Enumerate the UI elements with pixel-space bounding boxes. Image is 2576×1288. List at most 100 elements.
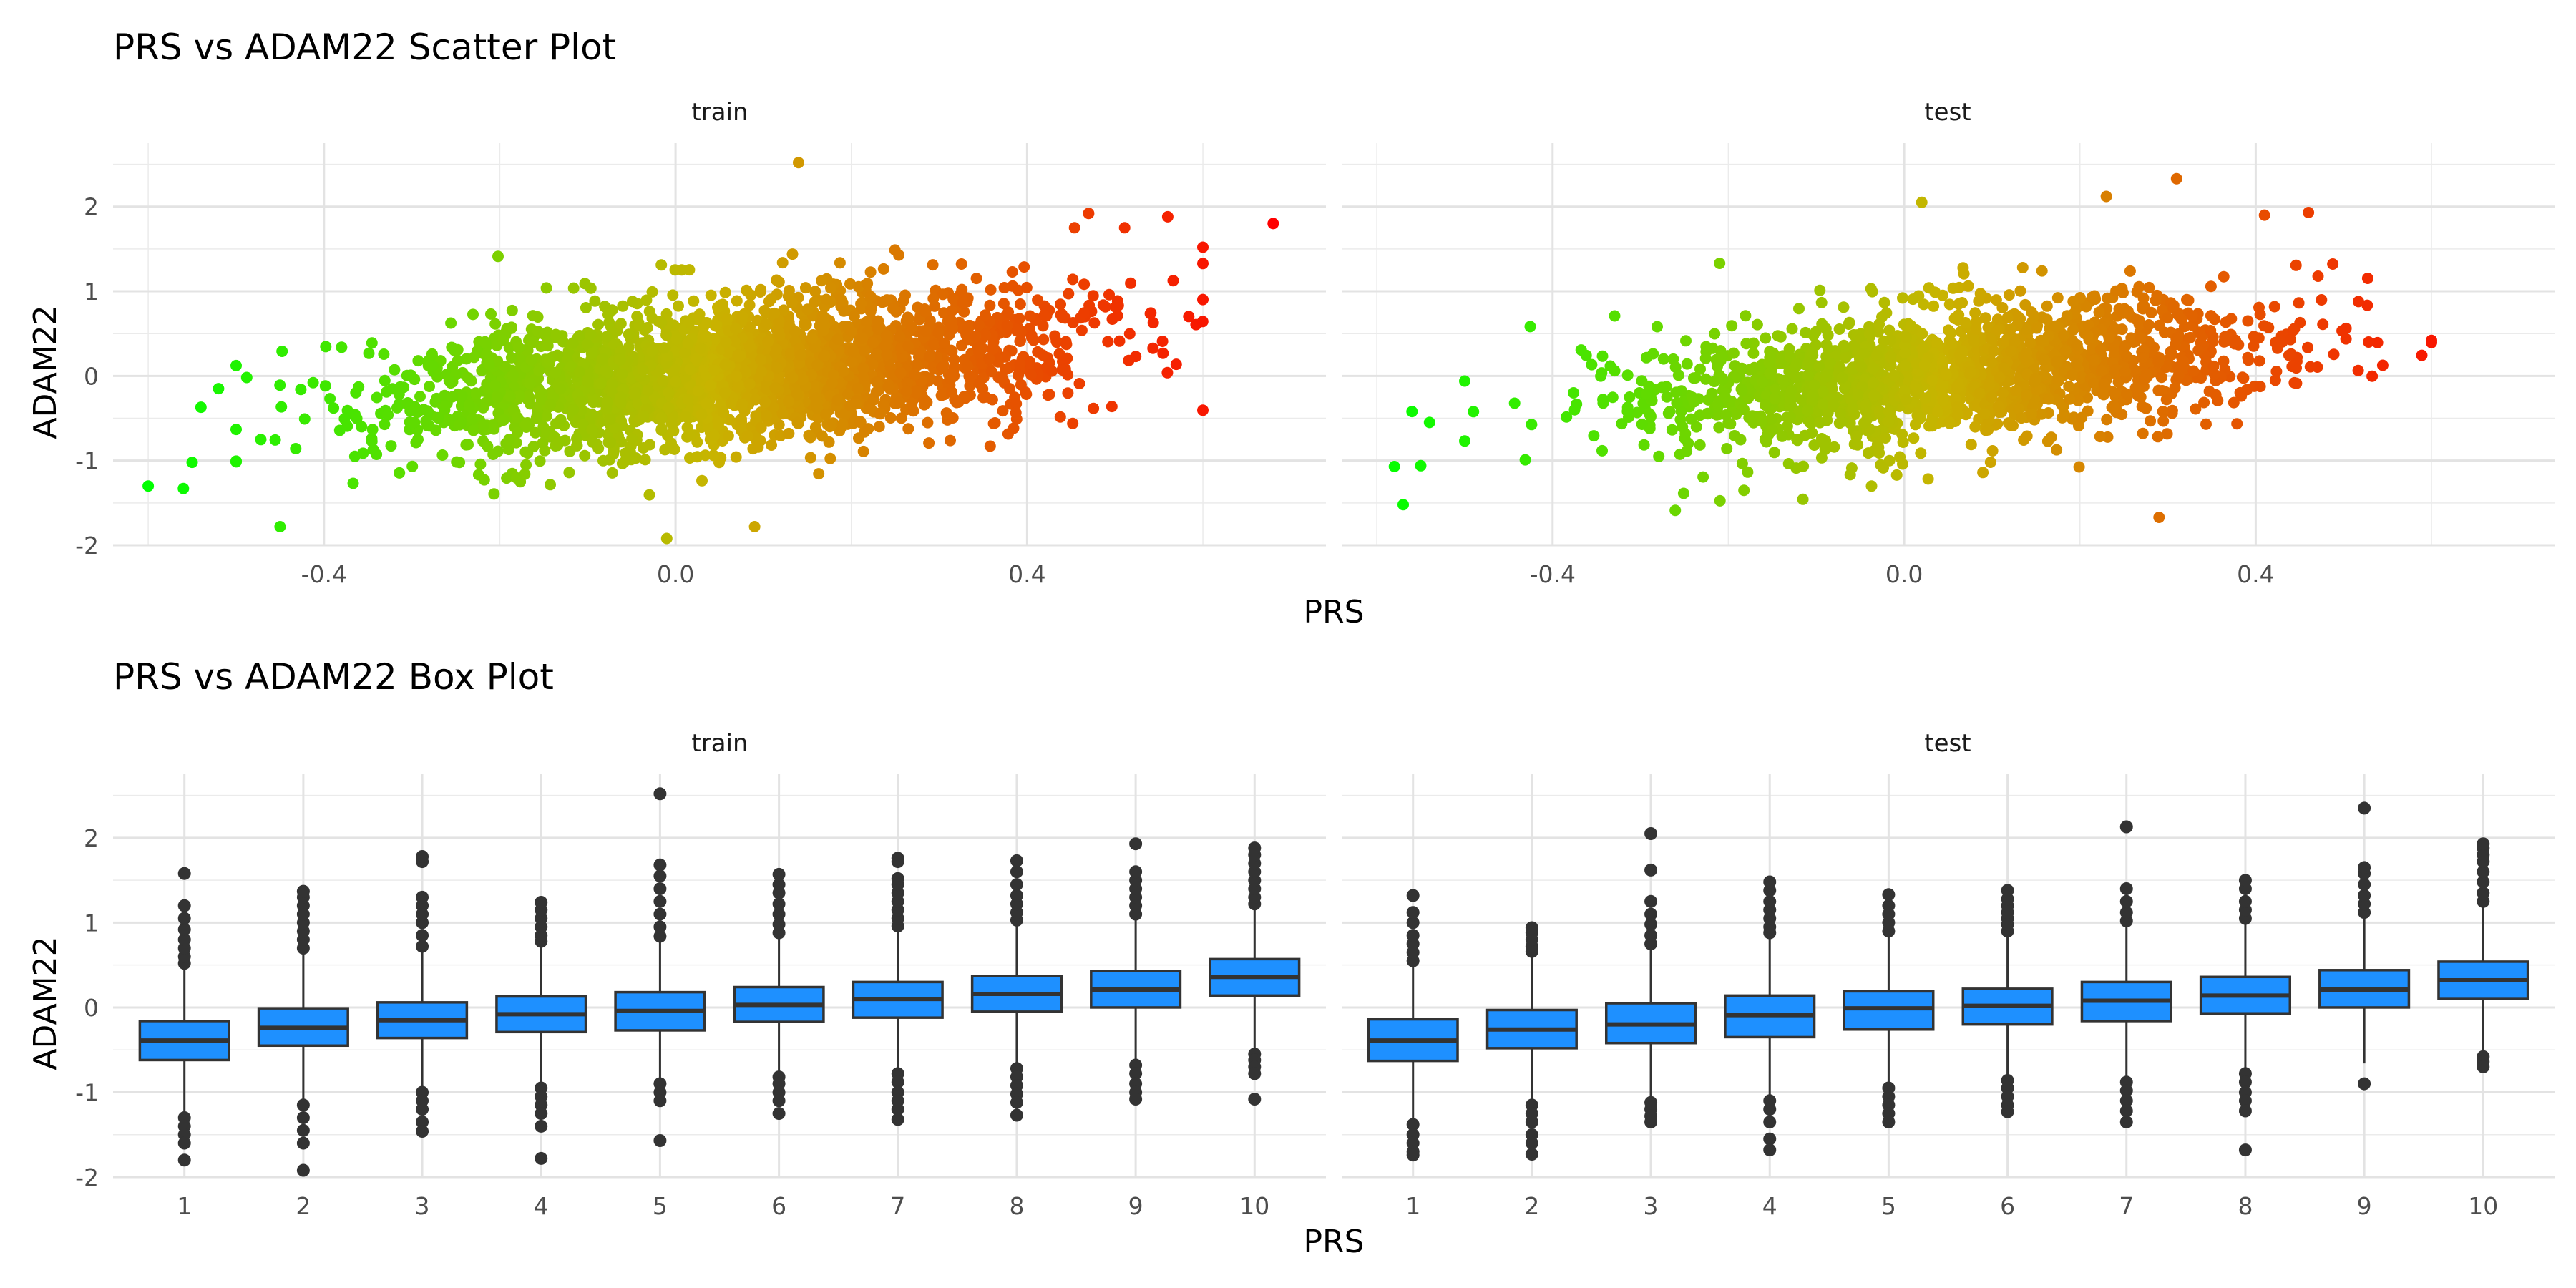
scatter-point <box>1042 389 1054 401</box>
scatter-point <box>533 364 545 376</box>
scatter-point <box>1595 370 1607 382</box>
box-outlier <box>653 869 667 883</box>
scatter-point <box>987 343 998 356</box>
scatter-point <box>1526 419 1538 431</box>
scatter-point <box>761 410 772 421</box>
scatter-point <box>1055 298 1066 311</box>
scatter-point <box>2005 345 2017 357</box>
scatter-strip-train: train <box>691 98 748 127</box>
scatter-point <box>2137 427 2149 439</box>
scatter-point <box>2038 353 2050 366</box>
scatter-point <box>783 427 795 439</box>
scatter-point <box>857 445 869 457</box>
scatter-point <box>553 416 565 428</box>
scatter-point <box>1785 411 1796 424</box>
scatter-point <box>1873 318 1885 331</box>
scatter-point <box>2161 428 2173 440</box>
scatter-point <box>420 415 432 427</box>
scatter-point <box>791 416 804 429</box>
scatter-point <box>860 316 872 328</box>
scatter-point <box>1157 347 1169 359</box>
scatter-point <box>2049 320 2062 332</box>
scatter-point <box>513 390 525 402</box>
scatter-point <box>2051 356 2063 369</box>
scatter-point <box>1002 306 1015 318</box>
scatter-point <box>806 332 819 344</box>
scatter-point <box>1816 318 1828 330</box>
scatter-point <box>937 288 949 301</box>
scatter-point <box>1111 310 1123 322</box>
scatter-point <box>1024 310 1036 322</box>
scatter-point <box>599 364 611 376</box>
scatter-point <box>2041 300 2053 312</box>
scatter-point <box>730 323 742 335</box>
scatter-point <box>825 282 836 294</box>
scatter-point <box>1807 329 1820 341</box>
scatter-point <box>2258 320 2270 332</box>
scatter-point <box>1508 397 1521 409</box>
scatter-point <box>1984 379 1995 391</box>
scatter-point <box>1001 320 1013 332</box>
box-outlier <box>177 912 191 925</box>
scatter-point <box>801 303 814 316</box>
scatter-point <box>1062 387 1074 399</box>
scatter-point <box>973 319 985 331</box>
box-outlier <box>416 1116 429 1128</box>
scatter-point <box>2145 306 2157 318</box>
scatter-point <box>1397 499 1409 511</box>
box-outlier <box>177 922 191 936</box>
scatter-point <box>750 394 762 406</box>
scatter-point <box>519 446 532 458</box>
scatter-point <box>1953 298 1965 310</box>
scatter-point <box>1926 374 1938 386</box>
scatter-point <box>748 521 761 532</box>
scatter-point <box>663 386 675 399</box>
scatter-point <box>576 404 587 416</box>
scatter-point <box>535 394 547 406</box>
scatter-point <box>1865 283 1877 295</box>
scatter-point <box>406 460 419 472</box>
scatter-point <box>2303 207 2315 218</box>
scatter-point <box>2008 336 2020 348</box>
scatter-point <box>530 426 542 439</box>
scatter-point <box>1197 293 1209 306</box>
scatter-point <box>2426 334 2437 346</box>
box-outlier <box>653 1134 667 1147</box>
scatter-point <box>692 385 704 397</box>
scatter-point <box>1880 307 1893 319</box>
scatter-point <box>467 413 479 424</box>
scatter-point <box>824 452 836 464</box>
scatter-point <box>694 342 706 354</box>
scatter-point <box>2109 364 2122 376</box>
scatter-point <box>685 429 697 441</box>
scatter-point <box>1760 436 1772 448</box>
scatter-point <box>759 396 771 409</box>
scatter-point <box>1730 409 1742 420</box>
scatter-point <box>1738 484 1750 497</box>
scatter-point <box>550 366 562 379</box>
scatter-point <box>1197 241 1209 253</box>
scatter-point <box>1793 406 1805 418</box>
scatter-point <box>919 396 932 408</box>
box-outlier <box>416 890 429 904</box>
scatter-point <box>872 315 884 327</box>
scatter-point <box>540 282 552 294</box>
box-outlier <box>2238 1094 2252 1108</box>
box-outlier <box>653 1094 667 1108</box>
scatter-point <box>527 336 539 348</box>
scatter-point <box>482 440 494 452</box>
scatter-point <box>592 318 605 331</box>
scatter-point <box>1937 394 1949 406</box>
scatter-point <box>615 391 627 404</box>
scatter-point <box>1858 347 1870 359</box>
box-outlier <box>2358 861 2371 874</box>
scatter-point <box>550 328 562 341</box>
scatter-point <box>2316 294 2328 306</box>
scatter-point <box>1898 384 1911 396</box>
scatter-point <box>2016 262 2029 273</box>
scatter-point <box>831 394 844 406</box>
scatter-point <box>2228 396 2240 409</box>
scatter-point <box>1415 459 1427 472</box>
scatter-point <box>655 259 668 271</box>
scatter-point <box>1063 288 1075 300</box>
